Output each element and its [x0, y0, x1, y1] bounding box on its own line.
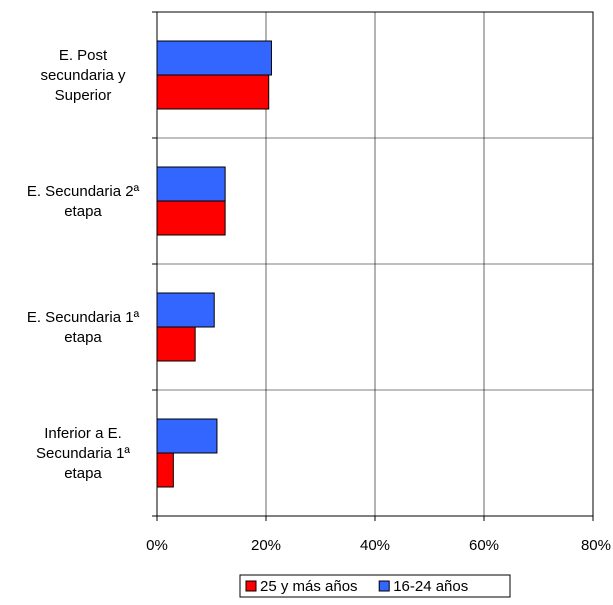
category-label: etapa — [64, 465, 102, 482]
bar — [156, 452, 174, 488]
category-label: Superior — [55, 87, 112, 104]
legend-box — [239, 574, 511, 598]
bar — [156, 74, 270, 110]
category-label: E. Post — [59, 47, 108, 64]
category-label: Secundaria 1ª — [36, 445, 130, 462]
x-tick-label: 0% — [146, 537, 168, 554]
x-tick-label: 20% — [251, 537, 281, 554]
legend-swatch — [245, 580, 257, 592]
category-label: etapa — [64, 329, 102, 346]
bar — [156, 40, 272, 76]
x-tick-label: 80% — [581, 537, 611, 554]
category-label: etapa — [64, 203, 102, 220]
category-label: secundaria y — [40, 67, 126, 84]
x-tick-label: 40% — [360, 537, 390, 554]
category-label: Inferior a E. — [44, 425, 122, 442]
bar — [156, 418, 218, 454]
bar — [156, 166, 226, 202]
legend-swatch — [378, 580, 390, 592]
bar — [156, 200, 226, 236]
legend-label: 25 y más años — [260, 578, 358, 595]
category-label: E. Secundaria 1ª — [27, 309, 140, 326]
x-tick-label: 60% — [469, 537, 499, 554]
category-label: E. Secundaria 2ª — [27, 183, 140, 200]
bar — [156, 292, 215, 328]
legend-label: 16-24 años — [393, 578, 468, 595]
bar — [156, 326, 196, 362]
